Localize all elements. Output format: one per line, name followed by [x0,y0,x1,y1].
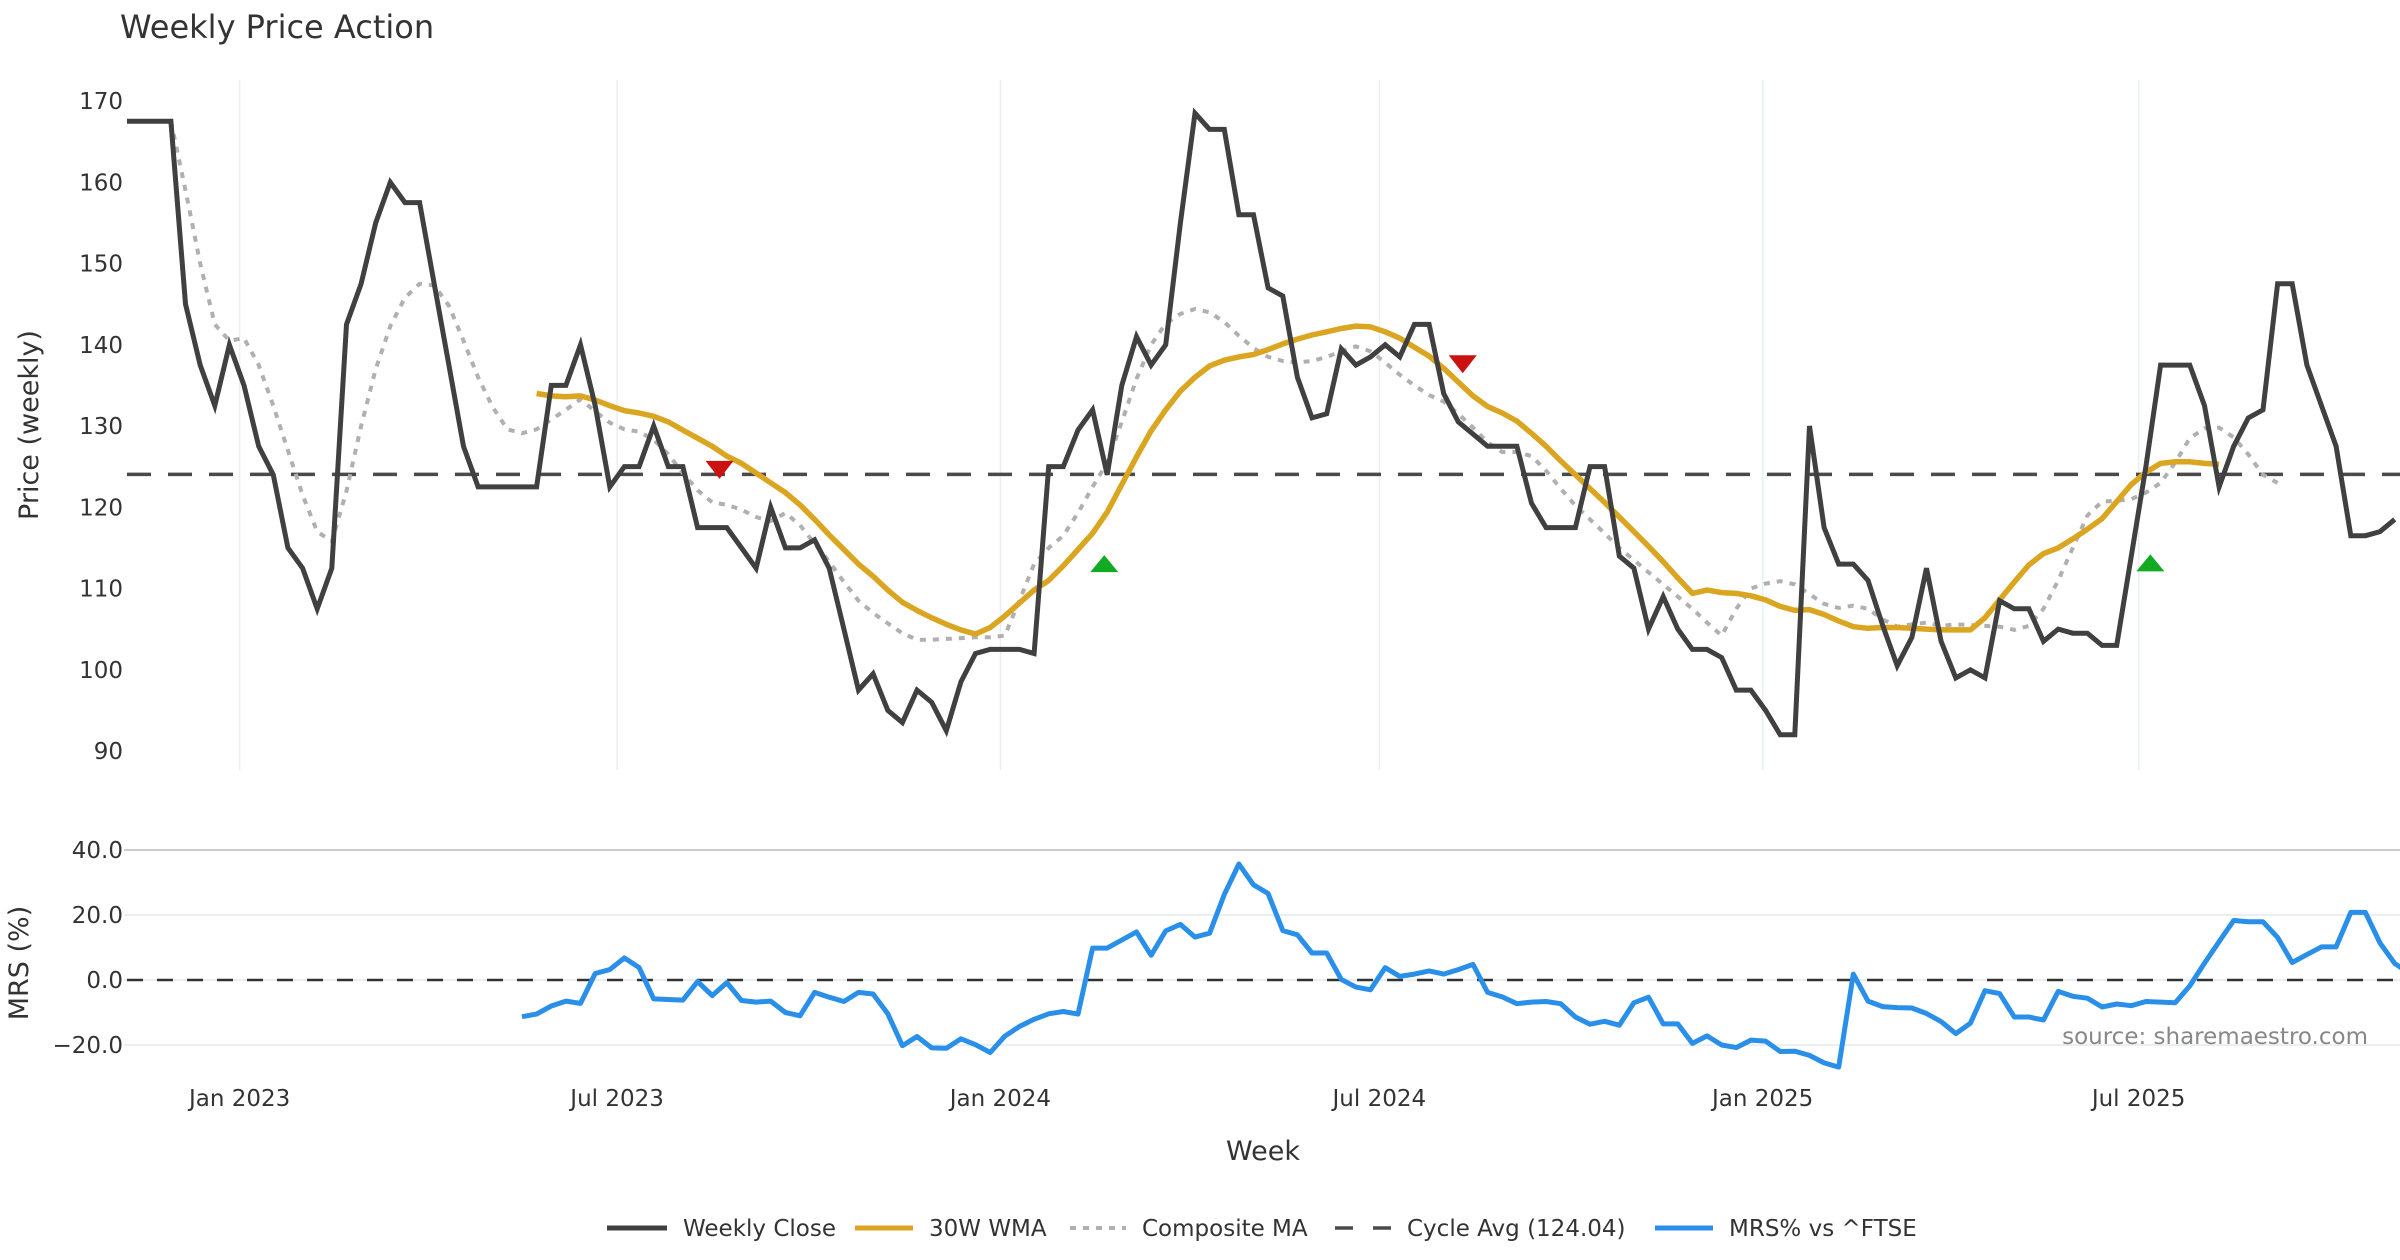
buy-signal-marker [2136,554,2165,572]
x-tick-label: Jan 2023 [187,1086,290,1112]
price-panel: 90 100 110 120 130 140 150 160 170 Price (weekly… [14,80,2400,770]
price-y-tick-label: 120 [79,495,123,521]
mrs-y-axis-label: MRS (%) [4,906,35,1021]
x-tick-label: Jan 2025 [1710,1086,1813,1112]
mrs-y-tick-label: −20.0 [53,1033,123,1059]
weekly-close-line [127,107,2397,738]
wma-30w-line [536,323,2220,637]
legend: Weekly Close 30W WMA Composite MA Cycle Avg… [607,1216,1917,1242]
mrs-panel: −20.0 0.0 20.0 40.0 MRS (%) source: sharema… [4,838,2400,1070]
composite-ma-line [168,120,2279,642]
mrs-line [521,861,2400,1070]
price-y-axis-label: Price (weekly) [14,330,45,520]
x-tick-label: Jul 2024 [1331,1086,1427,1112]
price-y-tick-label: 160 [79,170,123,196]
price-y-tick-label: 90 [94,739,123,765]
mrs-y-tick-label: 0.0 [86,968,123,994]
sell-signal-marker [705,460,734,479]
price-y-tick-label: 110 [79,577,123,603]
price-y-tick-label: 100 [79,658,123,684]
x-tick-labels: Jan 2023 Jul 2023 Jan 2024 Jul 2024 Jan 2025… [187,1086,2185,1112]
x-tick-label: Jan 2024 [948,1086,1051,1112]
x-axis-label: Week [1226,1136,1300,1167]
price-y-tick-labels: 90 100 110 120 130 140 150 160 170 [79,89,123,765]
mrs-y-tick-labels: −20.0 0.0 20.0 40.0 [53,838,123,1059]
mrs-horizontal-grid [124,849,2400,1046]
price-y-tick-label: 170 [79,89,123,115]
mrs-y-tick-label: 40.0 [72,838,123,864]
legend-label: MRS% vs ^FTSE [1729,1216,1917,1242]
x-tick-label: Jul 2025 [2090,1086,2186,1112]
chart-title: Weekly Price Action [120,8,434,46]
sell-signal-marker [1448,355,1477,374]
x-tick-label: Jul 2023 [568,1086,664,1112]
legend-label: 30W WMA [929,1216,1047,1242]
legend-label: Cycle Avg (124.04) [1407,1216,1626,1242]
legend-label: Composite MA [1142,1216,1308,1242]
price-y-tick-label: 140 [79,333,123,359]
source-annotation: source: sharemaestro.com [2062,1024,2368,1050]
price-y-tick-label: 150 [79,252,123,278]
price-vertical-grid [238,80,2140,770]
signal-markers [705,355,2165,573]
legend-label: Weekly Close [683,1216,836,1242]
buy-signal-marker [1090,555,1119,573]
price-y-tick-label: 130 [79,414,123,440]
mrs-y-tick-label: 20.0 [72,903,123,929]
